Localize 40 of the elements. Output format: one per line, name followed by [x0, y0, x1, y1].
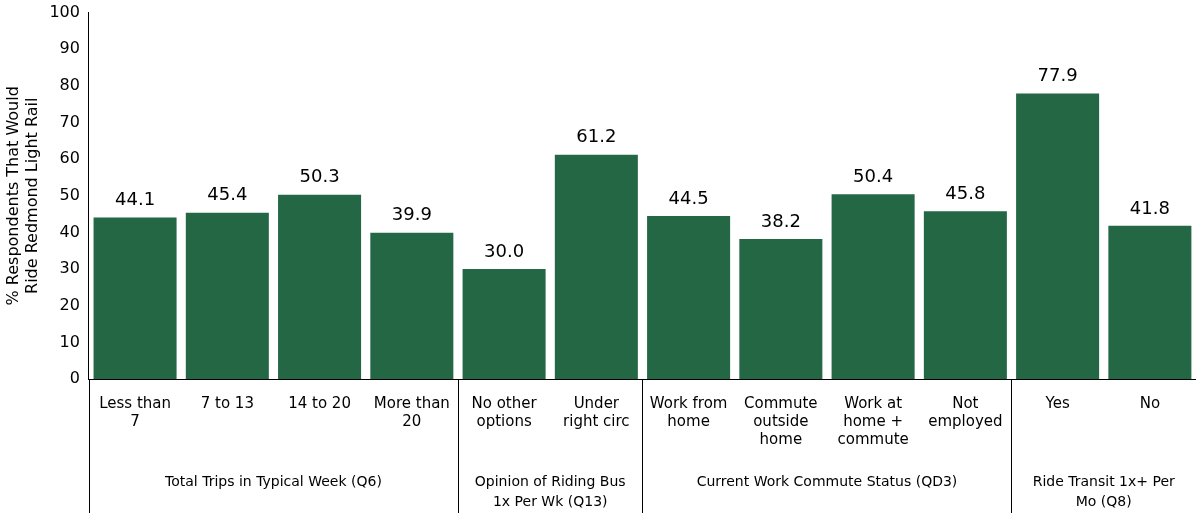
y-tick-label: 50 [59, 184, 80, 204]
data-label: 45.4 [207, 183, 248, 205]
data-label: 39.9 [391, 203, 432, 225]
x-tick-label: No [1139, 393, 1161, 412]
text: Opinion of Riding Bus 1x Per Wk (Q13) [474, 473, 626, 509]
x-tick-label: More than 20 [373, 393, 450, 430]
x-tick-label: Commute outside home [744, 393, 818, 448]
data-label: 61.2 [576, 125, 617, 147]
data-label: 44.1 [115, 188, 156, 210]
text: Ride Transit 1x+ Per Mo (Q8) [1032, 473, 1176, 509]
y-tick-label: 40 [59, 221, 80, 241]
x-tick-label: Work from home [649, 393, 728, 430]
x-tick-label: 7 to 13 [200, 393, 254, 412]
data-label: 41.8 [1129, 196, 1170, 218]
x-tick-label: Not employed [928, 393, 1003, 430]
data-label: 38.2 [760, 209, 801, 231]
y-tick-label: 80 [59, 75, 80, 95]
data-label: 30.0 [484, 239, 525, 261]
y-tick-label: 100 [49, 1, 80, 21]
x-tick-label: Yes [1044, 393, 1070, 412]
y-tick-label: 90 [59, 38, 80, 58]
data-label: 50.3 [299, 165, 340, 187]
data-label: 77.9 [1037, 64, 1078, 86]
data-label: 44.5 [668, 186, 709, 208]
y-tick-label: 60 [59, 148, 80, 168]
x-tick-label: 14 to 20 [288, 393, 351, 412]
y-axis-title: % Respondents That Would Ride Redmond Light Rail [2, 86, 41, 306]
x-tick-label: No other options [471, 393, 538, 430]
text: Total Trips in Typical Week (Q6) [164, 473, 382, 489]
x-tick-label: Under right circ [563, 393, 630, 430]
text: Current Work Commute Status (QD3) [696, 473, 958, 489]
y-tick-label: 70 [59, 111, 80, 131]
x-tick-label: Work at home + commute [837, 393, 909, 448]
y-tick-label: 10 [59, 331, 80, 351]
x-tick-label: Less than 7 [99, 393, 171, 430]
y-tick-label: 0 [69, 368, 80, 388]
data-label: 45.8 [945, 181, 986, 203]
y-tick-label: 20 [59, 294, 80, 314]
y-tick-label: 30 [59, 258, 80, 278]
data-label: 50.4 [853, 165, 894, 187]
